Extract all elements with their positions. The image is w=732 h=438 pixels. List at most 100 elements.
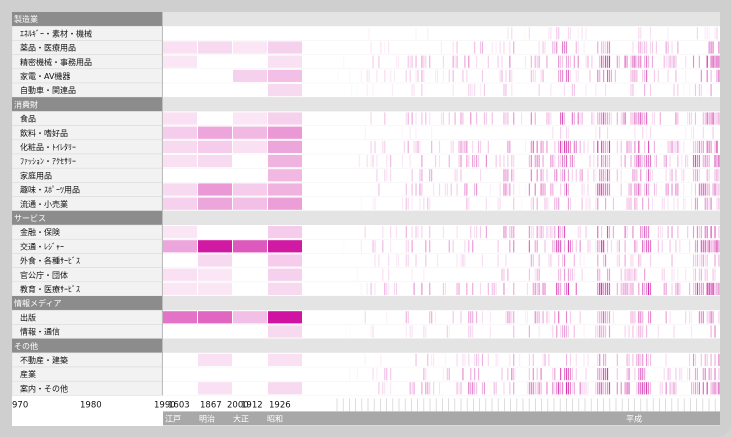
timeline-cell [563, 226, 566, 239]
timeline-cell [554, 41, 556, 54]
timeline-cell [692, 254, 695, 267]
timeline-cell [563, 41, 566, 54]
timeline-cell [689, 282, 691, 295]
timeline-cell [685, 197, 687, 210]
timeline-cell [507, 27, 509, 40]
timeline-cell [556, 197, 558, 210]
timeline-cell [685, 155, 687, 168]
timeline-cell [630, 140, 632, 153]
timeline-cell [423, 55, 425, 68]
era-cell [233, 169, 267, 182]
timeline-cell [630, 112, 632, 125]
category-bar [12, 296, 162, 311]
timeline-cell [605, 197, 607, 210]
timeline-cell [692, 268, 695, 281]
timeline-cell [704, 112, 706, 125]
timeline-cell [661, 240, 663, 253]
timeline-cell [438, 183, 441, 196]
timeline-cell [605, 254, 607, 267]
timeline-cell [591, 55, 593, 68]
timeline-cell [558, 27, 560, 40]
timeline-cell [562, 155, 564, 168]
timeline-cell [673, 84, 675, 97]
timeline-cell [556, 240, 558, 253]
timeline-cell [507, 368, 509, 381]
timeline-cell [503, 282, 505, 295]
timeline-cell [532, 353, 534, 366]
timeline-cell [716, 155, 718, 168]
timeline-cell [642, 197, 644, 210]
timeline-cell [562, 112, 564, 125]
timeline-cell [640, 112, 642, 125]
timeline-cell [630, 254, 632, 267]
timeline-cell [636, 197, 638, 210]
timeline-cell [542, 226, 544, 239]
timeline-cell [397, 55, 400, 68]
timeline-cell [605, 155, 607, 168]
timeline-cell [528, 268, 530, 281]
timeline-cell [477, 155, 480, 168]
timeline-cell [624, 282, 626, 295]
timeline-cell [366, 69, 368, 82]
timeline-cell [585, 55, 587, 68]
era-cell [233, 55, 267, 68]
timeline-cell [526, 382, 528, 395]
timeline-cell [415, 140, 417, 153]
timeline-cell [401, 197, 403, 210]
timeline-cell [487, 140, 489, 153]
timeline-cell [624, 254, 626, 267]
timeline-cell [560, 112, 562, 125]
timeline-cell [708, 282, 710, 295]
timeline-cell [520, 197, 523, 210]
timeline-cell [669, 311, 671, 324]
timeline-cell [630, 268, 632, 281]
timeline-cell [536, 268, 538, 281]
timeline-cell [550, 84, 552, 97]
timeline-cell [634, 69, 636, 82]
timeline-cell [489, 311, 491, 324]
era-cell [163, 254, 197, 267]
timeline-cell [538, 41, 540, 54]
timeline-cell [540, 183, 542, 196]
timeline-cell [640, 226, 642, 239]
timeline-cell [603, 112, 605, 125]
timeline-cell [606, 183, 609, 196]
timeline-cell [616, 112, 618, 125]
timeline-cell [605, 282, 607, 295]
timeline-cell [599, 126, 601, 139]
timeline-cell [567, 268, 570, 281]
timeline-cell [569, 268, 571, 281]
timeline-cell [505, 112, 507, 125]
timeline-cell [636, 112, 638, 125]
timeline-cell [634, 112, 636, 125]
timeline-cell [563, 368, 566, 381]
timeline-cell [452, 240, 454, 253]
timeline-cell [685, 126, 687, 139]
timeline-cell [429, 311, 431, 324]
timeline-cell [511, 84, 513, 97]
timeline-cell [710, 382, 712, 395]
timeline-cell [698, 382, 700, 395]
timeline-cell [583, 183, 585, 196]
timeline-cell [663, 155, 665, 168]
timeline-cell [718, 197, 720, 210]
timeline-cell [573, 254, 575, 267]
timeline-cell [411, 112, 413, 125]
timeline-cell [628, 382, 630, 395]
timeline-cell [694, 112, 697, 125]
timeline-cell [644, 155, 646, 168]
era-cell [233, 69, 267, 82]
timeline-cell [435, 155, 437, 168]
timeline-cell [569, 155, 571, 168]
timeline-cell [573, 84, 575, 97]
timeline-cell [448, 155, 450, 168]
timeline-cell [479, 140, 482, 153]
timeline-cell [442, 112, 444, 125]
timeline-cell [694, 155, 697, 168]
timeline-cell [669, 368, 671, 381]
x-tick-label: 1990 [154, 400, 176, 410]
timeline-cell [601, 325, 603, 338]
timeline-cell [560, 368, 562, 381]
timeline-cell [661, 382, 663, 395]
timeline-cell [558, 197, 560, 210]
